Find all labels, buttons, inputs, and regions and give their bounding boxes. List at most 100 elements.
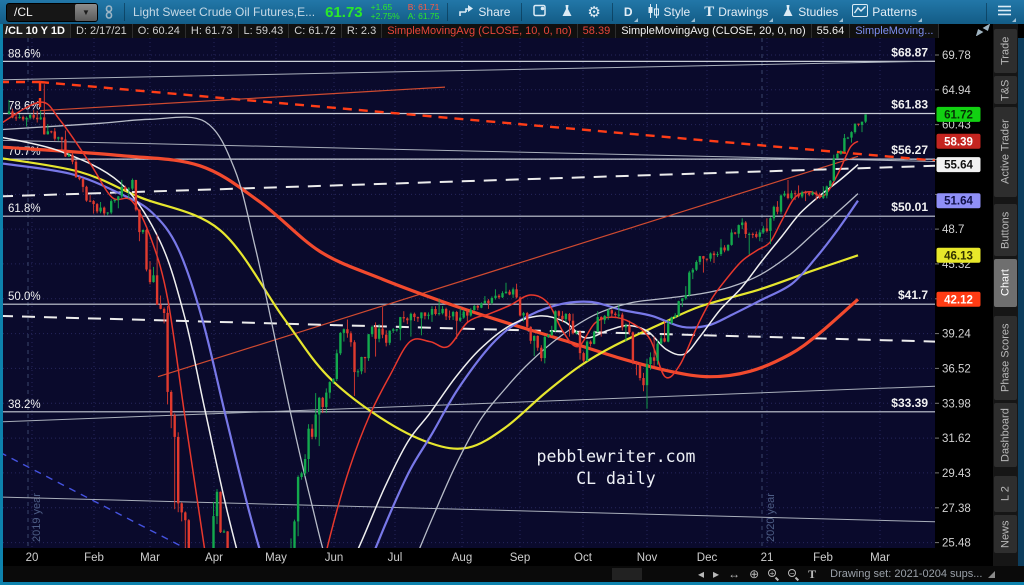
gear-icon: ⚙ [587, 4, 601, 21]
sidebar-tab-trade[interactable]: Trade [994, 29, 1017, 73]
resize-grip[interactable] [988, 570, 996, 578]
month-label: Mar [140, 552, 160, 564]
bottom-bar: ◂ ▸ ↔ ⊕ + − T Drawing set: 2021-0204 sups... [0, 566, 1024, 582]
sidebar-tab-active-trader[interactable]: Active Trader [994, 107, 1017, 197]
drawings-button[interactable]: T Drawings [697, 0, 775, 24]
sma50-line [3, 162, 859, 548]
zoom-out-icon[interactable]: − [788, 568, 800, 581]
dropdown-corner [633, 18, 638, 22]
studies-button[interactable]: Studies [775, 0, 845, 24]
study-label[interactable]: 55.64 [811, 24, 851, 38]
price-bubble-sma50: 51.64 [936, 193, 981, 209]
fib-price-label: $68.87 [891, 45, 928, 59]
sma10-line [3, 101, 859, 548]
sidebar-tab-news[interactable]: News [994, 515, 1017, 553]
divider [447, 3, 449, 21]
svg-text:46.13: 46.13 [944, 250, 973, 262]
alert-note-button[interactable] [526, 0, 554, 24]
study-label[interactable]: SimpleMovingAvg (CLOSE, 10, 0, no) [382, 24, 578, 38]
fib-price-label: $33.39 [891, 396, 928, 410]
price-bubble-sma10: 58.39 [936, 133, 981, 149]
axis-tick-label: 27.38 [942, 503, 971, 515]
svg-text:61.72: 61.72 [944, 109, 973, 121]
price-bubble-last: 61.72 [936, 106, 981, 122]
fib-pct-label: 50.0% [8, 291, 41, 303]
instrument-title: Light Sweet Crude Oil Futures,E... [133, 5, 316, 19]
menu-list-icon [998, 5, 1011, 19]
month-label: Jul [388, 552, 403, 564]
fib-pct-label: 88.6% [8, 48, 41, 60]
month-label: Jun [325, 552, 344, 564]
sidebar-tab-dashboard[interactable]: Dashboard [994, 403, 1017, 467]
collapsed-label-box[interactable] [612, 568, 642, 580]
sma20-line [3, 136, 859, 548]
study-segments: SimpleMovingAvg (CLOSE, 10, 0, no) 58.39 S… [382, 24, 940, 38]
ohlc-field: D: 2/17/21 [70, 24, 133, 38]
timeframe-button[interactable]: D [617, 0, 640, 24]
fib-pct-label: 38.2% [8, 399, 41, 411]
share-label: Share [478, 5, 511, 19]
fib-price-label: $41.7 [898, 288, 928, 302]
ohlc-segments: D: 2/17/21 O: 60.24 H: 61.73 L: 59.43 C: 61.… [70, 24, 383, 38]
patterns-button[interactable]: Patterns [845, 0, 924, 24]
watermark: pebblewriter.com CL daily [537, 447, 696, 488]
style-button[interactable]: Style [640, 0, 698, 24]
time-axis[interactable]: 20 Feb Mar Apr May Jun Jul Aug Sep Oct Nov Dec 21 Feb… [0, 548, 993, 566]
divider [521, 3, 523, 21]
analyze-button[interactable] [554, 0, 580, 24]
sidebar-tab-t-s[interactable]: T&S [994, 76, 1017, 104]
svg-text:55.64: 55.64 [944, 160, 973, 172]
price-axis[interactable]: 69.7864.9460.4348.745.3239.2436.5233.983… [935, 38, 993, 566]
pan-reset-icon[interactable] [975, 24, 990, 38]
year-label: 2019 year [31, 493, 43, 542]
change-stack: +1.65 +2.75% [371, 3, 400, 21]
sma100-line [3, 157, 859, 450]
expand-horizontal-icon[interactable]: ↔ [728, 567, 741, 581]
divider [986, 3, 987, 21]
month-label: May [265, 552, 287, 564]
month-label: Feb [84, 552, 104, 564]
text-size-icon[interactable]: T [808, 566, 817, 581]
settings-button[interactable]: ⚙ [580, 0, 607, 24]
axis-tick-label: 25.48 [942, 538, 971, 550]
bid-ask-stack: B: 61.71 A: 61.75 [408, 3, 440, 21]
candles[interactable] [7, 84, 867, 585]
step-right-icon[interactable]: ▸ [713, 567, 720, 581]
fib-price-label: $56.27 [891, 143, 928, 157]
style-label: Style [663, 5, 691, 19]
zoom-in-icon[interactable]: + [768, 568, 780, 581]
sidebar-tab-l-2[interactable]: L 2 [994, 476, 1017, 512]
dropdown-corner [1012, 18, 1016, 22]
axis-tick-label: 48.7 [942, 224, 964, 236]
sidebar-tab-chart[interactable]: Chart [994, 259, 1017, 307]
sidebar-tab-buttons[interactable]: Buttons [994, 204, 1017, 256]
axis-tick-label: 39.24 [942, 329, 971, 341]
ohlc-field: H: 61.73 [185, 24, 239, 38]
step-left-icon[interactable]: ◂ [698, 567, 705, 581]
chart-link-icon[interactable] [98, 2, 120, 22]
month-label: Dec [697, 552, 718, 564]
study-label[interactable]: SimpleMovingAvg (CLOSE, 20, 0, no) [616, 24, 812, 38]
patterns-icon [852, 4, 869, 20]
sidebar-tab-phase-scores[interactable]: Phase Scores [994, 316, 1017, 400]
pan-icon[interactable]: ⊕ [749, 567, 760, 581]
axis-tick-label: 36.52 [942, 363, 971, 375]
dropdown-corner [839, 18, 844, 22]
study-label[interactable]: SimpleMoving... [850, 24, 940, 38]
svg-text:CL daily: CL daily [576, 469, 656, 488]
axis-tick-label: 64.94 [942, 85, 971, 97]
symbol-input[interactable]: /CL ▼ [6, 2, 98, 22]
chart-menu-button[interactable] [991, 0, 1018, 24]
drawing-set-label[interactable]: Drawing set: 2021-0204 sups... [830, 568, 983, 580]
month-label: Aug [452, 552, 472, 564]
symbol-dropdown-button[interactable]: ▼ [75, 3, 97, 21]
axis-tick-label: 29.43 [942, 468, 971, 480]
share-button[interactable]: Share [452, 0, 517, 24]
study-label[interactable]: 58.39 [577, 24, 617, 38]
fib-pct-label: 78.6% [8, 101, 41, 113]
window-edge [0, 24, 3, 582]
axis-tick-label: 33.98 [942, 398, 971, 410]
trendlines[interactable] [0, 60, 935, 585]
